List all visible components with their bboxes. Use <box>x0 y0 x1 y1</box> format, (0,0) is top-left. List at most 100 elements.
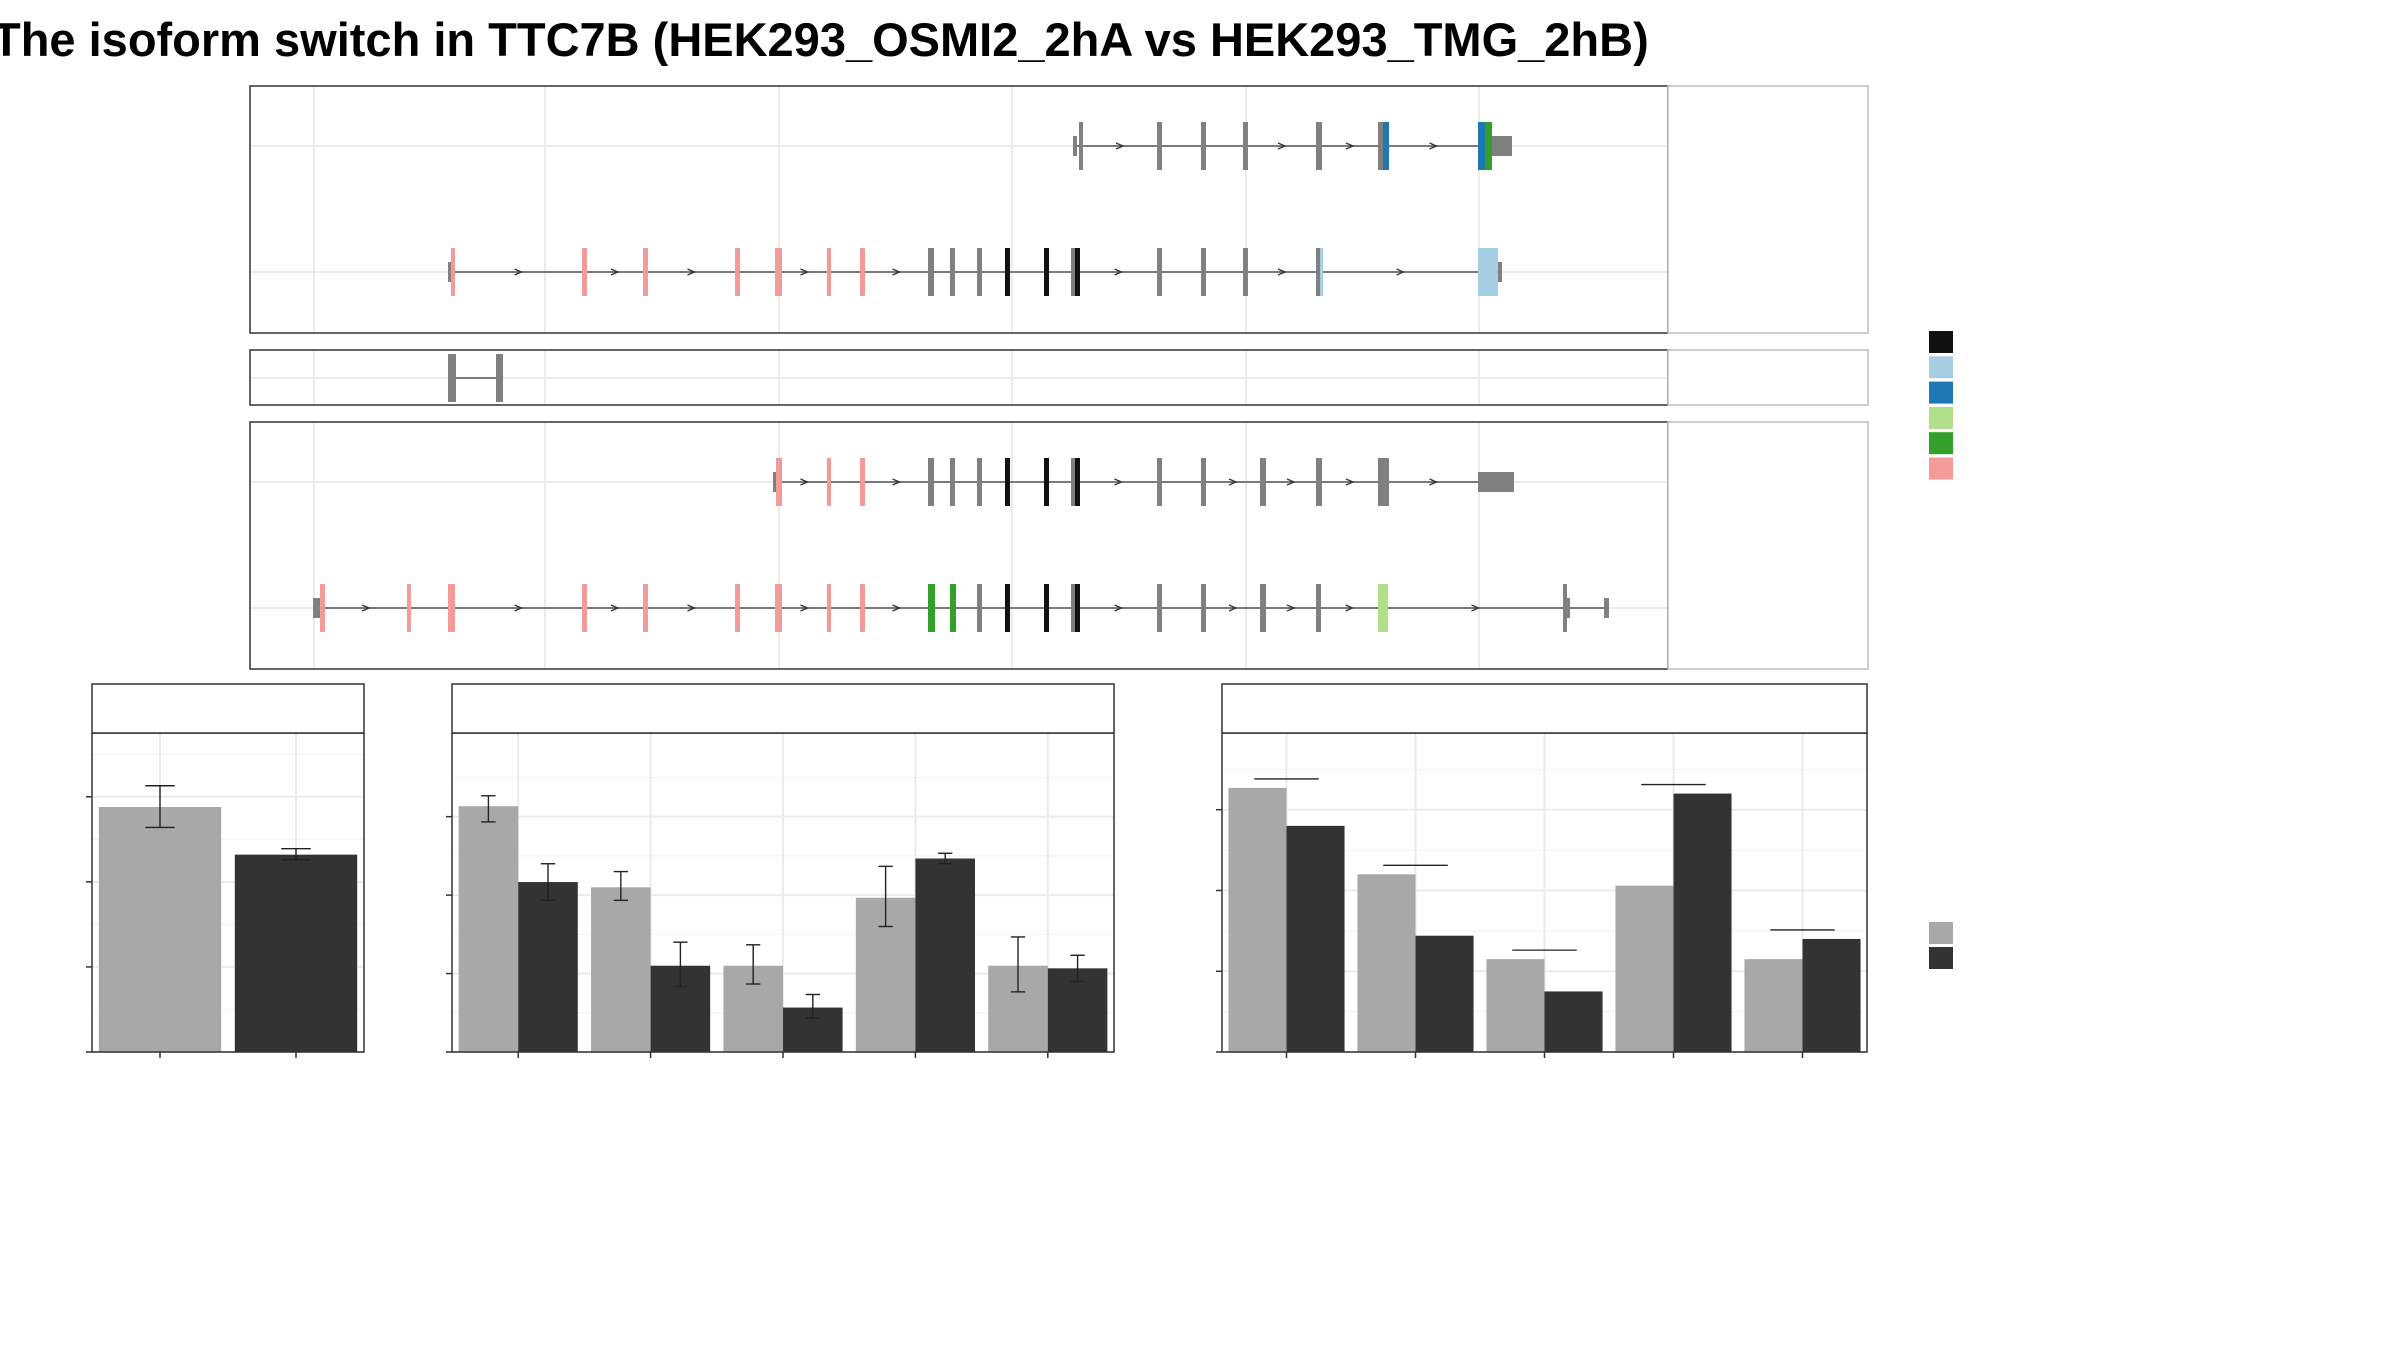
isoform-usage-panel <box>1216 683 1868 1058</box>
domain-legend-key <box>1929 406 1953 429</box>
strand-arrow <box>892 268 902 276</box>
bar <box>591 887 651 1052</box>
exon <box>1478 122 1485 170</box>
exon <box>1044 248 1049 296</box>
transcript-structure-plot <box>249 85 1869 670</box>
exon <box>928 584 935 632</box>
exon <box>582 248 587 296</box>
exon <box>1478 472 1514 492</box>
exon <box>1316 122 1322 170</box>
exon <box>1044 458 1049 506</box>
exon <box>928 248 934 296</box>
exon <box>928 458 934 506</box>
facet-strip <box>1667 421 1869 670</box>
panel-title-strip <box>451 683 1115 734</box>
exon <box>1316 458 1322 506</box>
domain-legend-key <box>1929 356 1953 379</box>
domain-legend-key <box>1929 457 1953 480</box>
strand-arrow <box>1396 268 1406 276</box>
exon <box>827 458 831 506</box>
exon <box>407 584 411 632</box>
bar <box>1615 885 1674 1052</box>
strand-arrow <box>800 478 810 486</box>
strand-arrow <box>1471 604 1481 612</box>
strand-arrow <box>892 478 902 486</box>
exon <box>448 354 456 402</box>
strand-arrow <box>800 268 810 276</box>
exon <box>1383 122 1389 170</box>
exon <box>1201 248 1206 296</box>
strand-arrow <box>610 604 620 612</box>
exon <box>1316 584 1321 632</box>
bar <box>915 858 975 1052</box>
exon <box>1071 248 1075 296</box>
exon <box>776 458 782 506</box>
facet-panel-bg <box>250 422 1668 669</box>
exon <box>1260 458 1266 506</box>
exon <box>1157 122 1162 170</box>
exon <box>1566 598 1570 618</box>
exon <box>448 262 451 282</box>
exon <box>1075 458 1080 506</box>
bar <box>1673 793 1732 1052</box>
strand-arrow <box>1114 604 1124 612</box>
strand-arrow <box>1345 478 1355 486</box>
exon <box>643 584 648 632</box>
bar <box>1802 938 1861 1052</box>
condition-legend-key <box>1929 947 1953 969</box>
strand-arrow <box>1115 142 1125 150</box>
facet-panel-bg <box>250 86 1668 333</box>
exon <box>977 458 982 506</box>
exon <box>1073 136 1077 156</box>
exon <box>1243 248 1248 296</box>
exon <box>1071 458 1075 506</box>
exon <box>1320 248 1323 296</box>
strand-arrow <box>800 604 810 612</box>
exon <box>1201 458 1206 506</box>
strand-arrow <box>1277 268 1287 276</box>
exon <box>860 458 865 506</box>
strand-arrow <box>514 604 524 612</box>
exon <box>1492 136 1512 156</box>
exon <box>860 584 865 632</box>
strand-arrow <box>892 604 902 612</box>
exon <box>1157 248 1162 296</box>
domain-legend-key <box>1929 331 1953 353</box>
strand-arrow <box>1345 604 1355 612</box>
exon <box>451 248 455 296</box>
exon <box>950 458 955 506</box>
exon <box>1075 584 1080 632</box>
bar <box>1486 959 1545 1052</box>
bar <box>234 854 358 1052</box>
exon <box>773 472 776 492</box>
exon <box>1005 248 1010 296</box>
bar <box>1286 825 1345 1052</box>
strand-arrow <box>1429 142 1439 150</box>
panel-title-strip <box>1221 683 1868 734</box>
strand-arrow <box>687 268 697 276</box>
exon <box>1378 584 1388 632</box>
figure-title: The isoform switch in TTC7B (HEK293_OSMI… <box>0 13 1649 66</box>
strand-arrow <box>1286 478 1296 486</box>
exon <box>977 248 982 296</box>
domain-legend-key <box>1929 432 1953 455</box>
exon <box>1157 584 1162 632</box>
exon <box>1005 584 1010 632</box>
exon <box>950 248 955 296</box>
exon <box>1005 458 1010 506</box>
exon <box>775 248 782 296</box>
exon <box>827 248 831 296</box>
bar <box>1415 935 1474 1052</box>
panel-title-strip <box>91 683 365 734</box>
exon <box>1498 262 1502 282</box>
exon <box>775 584 782 632</box>
strand-arrow <box>1345 142 1355 150</box>
strand-arrow <box>1277 142 1287 150</box>
condition-legend-key <box>1929 922 1953 944</box>
strand-arrow <box>1228 604 1238 612</box>
exon <box>1201 122 1206 170</box>
exon <box>313 598 320 618</box>
exon <box>643 248 648 296</box>
strand-arrow <box>514 268 524 276</box>
